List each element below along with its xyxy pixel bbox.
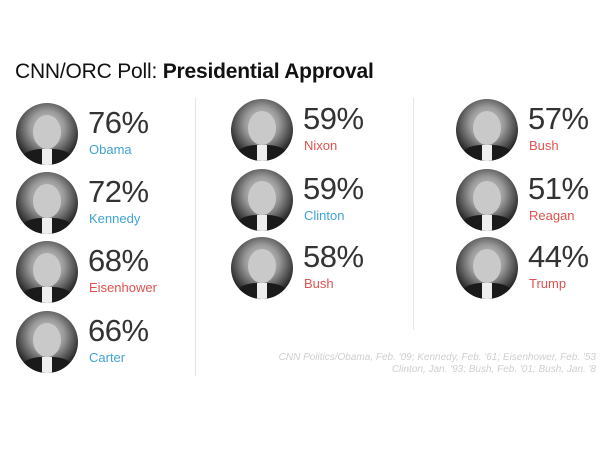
president-item: 59% Clinton [231, 169, 411, 235]
source-note: CNN Politics/Obama, Feb. '09; Kennedy, F… [279, 352, 596, 376]
president-portrait [16, 241, 78, 303]
president-name: Nixon [304, 138, 338, 153]
source-line-2: Clinton, Jan. '93; Bush, Feb. '01; Bush,… [391, 364, 596, 375]
portrait-shirt [257, 145, 267, 161]
portrait-face [473, 181, 501, 215]
portrait-face [33, 253, 61, 287]
president-portrait [16, 311, 78, 373]
president-item: 76% Obama [16, 103, 196, 169]
president-item: 57% Bush [456, 99, 600, 165]
approval-value: 44% [528, 239, 589, 274]
president-portrait [231, 237, 293, 299]
president-portrait [456, 169, 518, 231]
approval-value: 59% [303, 101, 364, 136]
president-item: 51% Reagan [456, 169, 600, 235]
president-portrait [456, 99, 518, 161]
president-name: Carter [89, 350, 126, 365]
president-item: 58% Bush [231, 237, 411, 303]
column-divider [413, 98, 414, 330]
president-portrait [16, 103, 78, 165]
approval-value: 51% [528, 171, 589, 206]
portrait-face [248, 181, 276, 215]
president-name: Kennedy [89, 211, 141, 226]
source-line-1: CNN Politics/Obama, Feb. '09; Kennedy, F… [278, 352, 596, 363]
president-name: Bush [304, 276, 334, 291]
portrait-face [473, 249, 501, 283]
portrait-shirt [482, 145, 492, 161]
portrait-face [248, 249, 276, 283]
president-name: Bush [529, 138, 559, 153]
president-name: Trump [529, 276, 567, 291]
portrait-shirt [42, 287, 52, 303]
portrait-shirt [482, 283, 492, 299]
president-name: Obama [89, 142, 132, 157]
approval-value: 59% [303, 171, 364, 206]
portrait-shirt [257, 283, 267, 299]
president-name: Reagan [529, 208, 575, 223]
president-portrait [231, 169, 293, 231]
president-portrait [456, 237, 518, 299]
portrait-face [473, 111, 501, 145]
portrait-shirt [482, 215, 492, 231]
portrait-shirt [42, 218, 52, 234]
approval-value: 57% [528, 101, 589, 136]
approval-value: 76% [88, 105, 149, 140]
president-portrait [231, 99, 293, 161]
approval-value: 66% [88, 313, 149, 348]
president-item: 66% Carter [16, 311, 196, 377]
president-item: 68% Eisenhower [16, 241, 196, 307]
column-divider [195, 98, 196, 376]
portrait-shirt [257, 215, 267, 231]
title-bold: Presidential Approval [162, 60, 374, 83]
portrait-face [33, 184, 61, 218]
president-item: 44% Trump [456, 237, 600, 303]
president-name: Eisenhower [89, 280, 157, 295]
portrait-face [248, 111, 276, 145]
approval-value: 68% [88, 243, 149, 278]
president-name: Clinton [304, 208, 345, 223]
president-portrait [16, 172, 78, 234]
approval-value: 58% [303, 239, 364, 274]
chart-title: CNN/ORC Poll: Presidential Approval [15, 60, 374, 84]
portrait-face [33, 115, 61, 149]
approval-value: 72% [88, 174, 149, 209]
title-prefix: CNN/ORC Poll: [15, 60, 163, 83]
president-item: 72% Kennedy [16, 172, 196, 238]
portrait-shirt [42, 149, 52, 165]
portrait-face [33, 323, 61, 357]
president-item: 59% Nixon [231, 99, 411, 165]
portrait-shirt [42, 357, 52, 373]
